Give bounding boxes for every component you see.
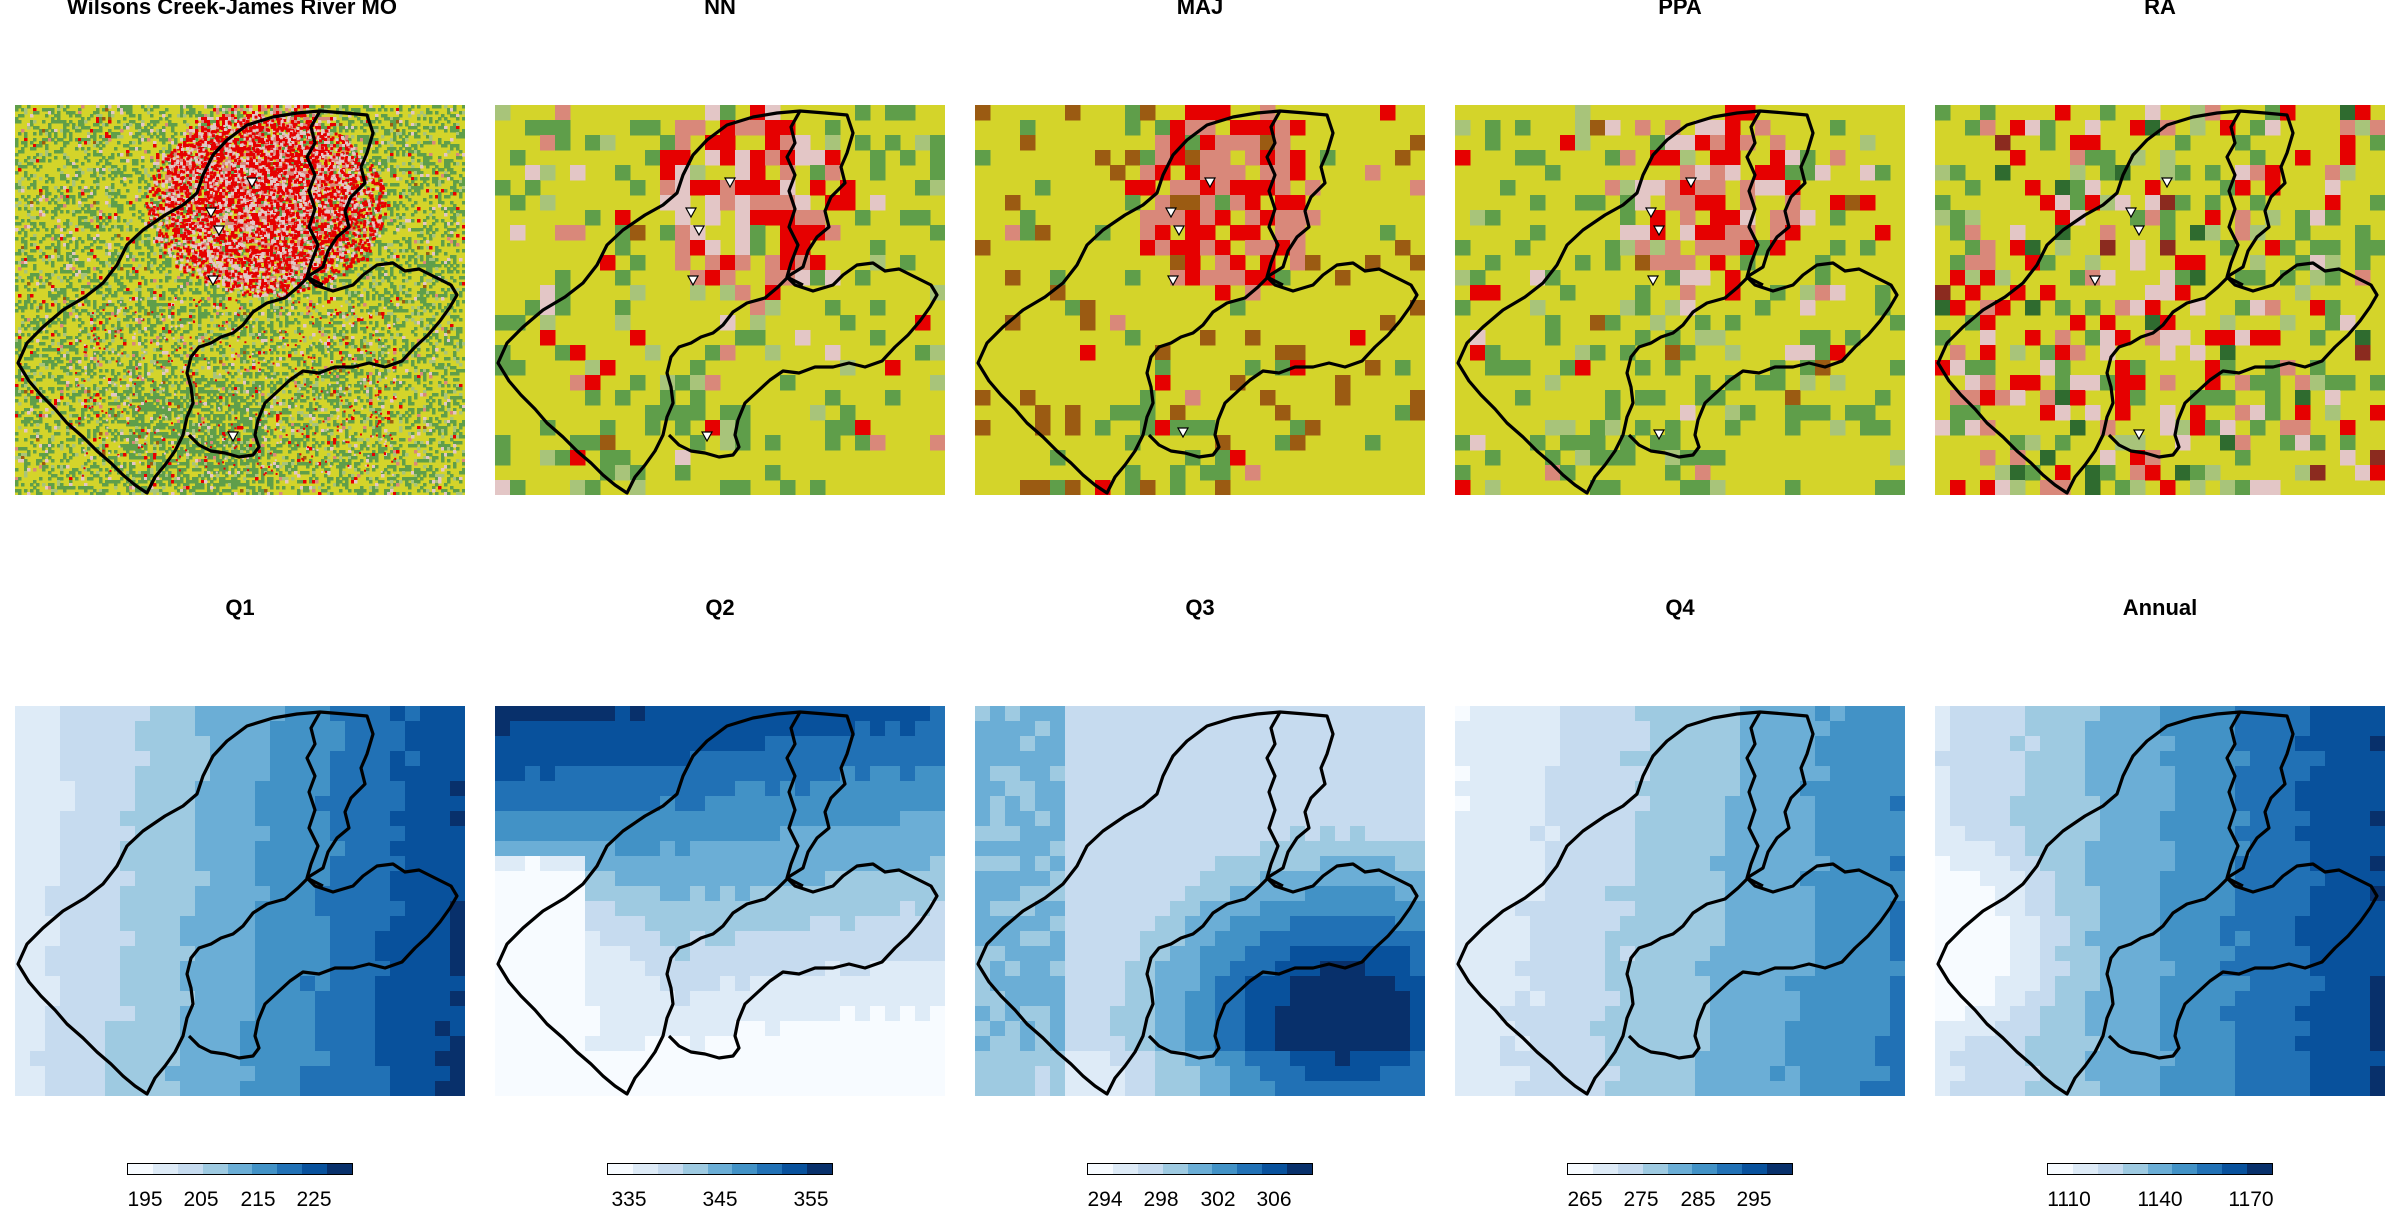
- colorbar-tick-label: 1110: [2047, 1188, 2091, 1211]
- map-title-annual: Annual: [2122, 595, 2198, 620]
- colorbar-q1: 195 205 215 225: [127, 1163, 353, 1211]
- precip-map-q3: [975, 706, 1425, 1096]
- colorbar-tick-label: 302: [1200, 1188, 1236, 1211]
- colorbar-swatches: [1087, 1163, 1313, 1175]
- colorbar-tick-label: 306: [1256, 1188, 1292, 1211]
- colorbar-q3: 294 298 302 306: [1087, 1163, 1313, 1211]
- colorbar-swatches: [1567, 1163, 1793, 1175]
- map-title-ppa: PPA: [1658, 0, 1702, 19]
- map-title-nn: NN: [704, 0, 736, 19]
- colorbar-q2: 335 345 355: [607, 1163, 833, 1211]
- map-title-q3: Q3: [1185, 595, 1215, 620]
- colorbar-tick-label: 215: [240, 1188, 276, 1211]
- landcover-map-original: [15, 105, 465, 495]
- landcover-map-maj: [975, 105, 1425, 495]
- precip-map-q4: [1455, 706, 1905, 1096]
- colorbar-tick-label: 1170: [2228, 1188, 2274, 1211]
- landcover-map-nn: [495, 105, 945, 495]
- precip-map-q2: [495, 706, 945, 1096]
- precip-map-annual: [1935, 706, 2385, 1096]
- colorbar-tick-label: 355: [793, 1188, 829, 1211]
- colorbar-q4: 265 275 285 295: [1567, 1163, 1793, 1211]
- colorbar-tick-label: 335: [611, 1188, 647, 1211]
- colorbar-tick-label: 1140: [2137, 1188, 2183, 1211]
- colorbar-tick-label: 295: [1736, 1188, 1772, 1211]
- colorbar-swatches: [2047, 1163, 2273, 1175]
- colorbar-tick-label: 285: [1680, 1188, 1716, 1211]
- colorbar-tick-label: 298: [1143, 1188, 1179, 1211]
- colorbar-tick-label: 345: [702, 1188, 738, 1211]
- precip-map-q1: [15, 706, 465, 1096]
- colorbar-annual: 1110 1140 1170: [2047, 1163, 2274, 1211]
- colorbar-tick-label: 294: [1087, 1188, 1123, 1211]
- map-title-q1: Q1: [225, 595, 255, 620]
- colorbar-tick-label: 225: [296, 1188, 332, 1211]
- map-title-ra: RA: [2144, 0, 2176, 19]
- map-title-q4: Q4: [1665, 595, 1695, 620]
- colorbar-tick-label: 275: [1623, 1188, 1659, 1211]
- map-title-q2: Q2: [705, 595, 735, 620]
- colorbar-tick-label: 265: [1567, 1188, 1603, 1211]
- map-title-maj: MAJ: [1176, 0, 1224, 19]
- colorbar-swatches: [607, 1163, 833, 1175]
- landcover-map-ra: [1935, 105, 2385, 495]
- landcover-map-ppa: [1455, 105, 1905, 495]
- map-title-wilsons-creek: Wilsons Creek-James River MO: [67, 0, 397, 19]
- colorbar-swatches: [127, 1163, 353, 1175]
- colorbar-tick-label: 195: [127, 1188, 163, 1211]
- colorbar-tick-label: 205: [183, 1188, 219, 1211]
